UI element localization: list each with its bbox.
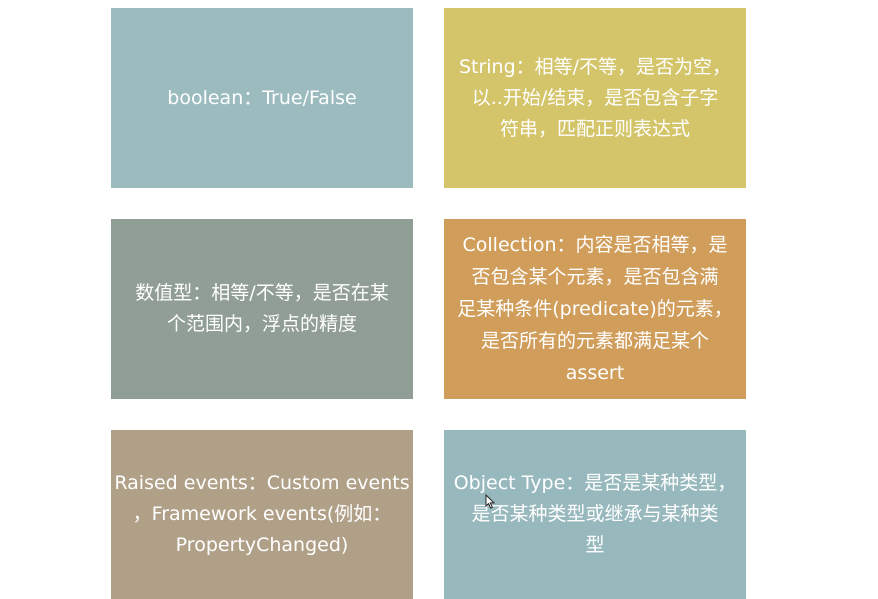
card-object-type: Object Type：是否是某种类型， 是否某种类型或继承与某种类 型 — [444, 430, 746, 599]
card-text: String：相等/不等，是否为空， 以..开始/结束，是否包含子字 符串，匹配… — [459, 52, 731, 145]
card-text: 数值型：相等/不等，是否在某 个范围内，浮点的精度 — [135, 278, 388, 340]
card-line: 以..开始/结束，是否包含子字 — [471, 86, 719, 109]
card-line: 是否某种类型或继承与某种类 — [471, 503, 719, 525]
card-line: 否包含某个元素，是否包含满 — [471, 266, 719, 288]
card-numeric: 数值型：相等/不等，是否在某 个范围内，浮点的精度 — [111, 219, 413, 399]
card-line: String：相等/不等，是否为空， — [458, 55, 732, 78]
card-line: Raised events：Custom events — [114, 472, 410, 494]
card-line: 型 — [585, 534, 605, 556]
card-text: Collection：内容是否相等，是 否包含某个元素，是否包含满 足某种条件(… — [457, 229, 733, 389]
card-text: Raised events：Custom events ，Framework e… — [114, 468, 409, 561]
card-line: boolean：True/False — [167, 86, 357, 109]
mouse-cursor-icon — [485, 494, 496, 509]
card-boolean: boolean：True/False — [111, 8, 413, 188]
card-text: boolean：True/False — [167, 83, 356, 114]
card-line: 足某种条件(predicate)的元素， — [457, 298, 733, 320]
card-line: assert — [565, 362, 625, 384]
card-line: Object Type：是否是某种类型， — [453, 472, 737, 494]
card-line: PropertyChanged) — [175, 534, 349, 556]
card-line: 符串，匹配正则表达式 — [499, 117, 690, 140]
card-line: ，Framework events(例如： — [132, 503, 392, 525]
card-line: 数值型：相等/不等，是否在某 — [135, 282, 389, 304]
card-string: String：相等/不等，是否为空， 以..开始/结束，是否包含子字 符串，匹配… — [444, 8, 746, 188]
card-collection: Collection：内容是否相等，是 否包含某个元素，是否包含满 足某种条件(… — [444, 219, 746, 399]
card-line: 是否所有的元素都满足某个 — [480, 330, 709, 352]
card-line: Collection：内容是否相等，是 — [462, 234, 728, 256]
card-text: Object Type：是否是某种类型， 是否某种类型或继承与某种类 型 — [454, 468, 737, 561]
card-raised-events: Raised events：Custom events ，Framework e… — [111, 430, 413, 599]
card-line: 个范围内，浮点的精度 — [166, 313, 357, 335]
